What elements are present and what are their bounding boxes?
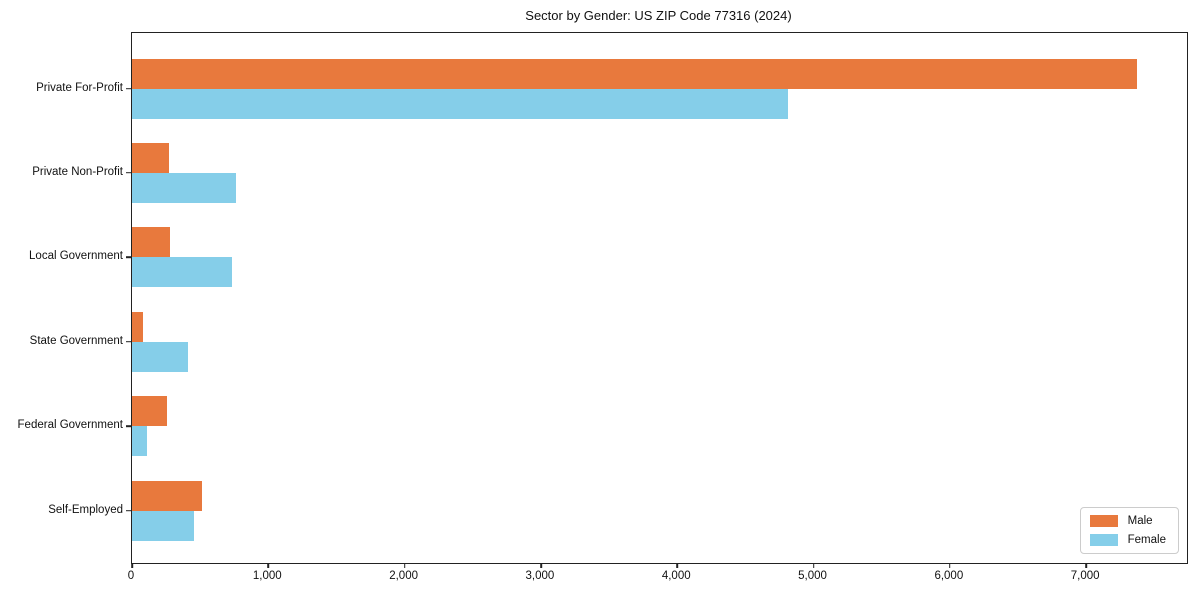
x-tick-label: 5,000 xyxy=(798,570,827,582)
x-tick-label: 3,000 xyxy=(525,570,555,582)
x-tick-label: 7,000 xyxy=(1070,570,1100,582)
plot-area: Male Female xyxy=(126,32,1188,568)
y-tick-mark xyxy=(126,172,131,174)
y-tick-mark xyxy=(126,87,131,90)
x-tick-label: 2,000 xyxy=(389,570,418,582)
bar-female-3 xyxy=(132,257,232,288)
bar-male-5 xyxy=(132,396,168,427)
x-tick-label: 4,000 xyxy=(661,570,691,582)
x-tick-mark xyxy=(267,563,270,568)
bar-male-2 xyxy=(132,142,169,173)
y-tick-label: Self-Employed xyxy=(48,503,123,516)
x-tick-label: 0 xyxy=(127,570,135,582)
y-tick-mark xyxy=(126,340,131,343)
legend-swatch-female xyxy=(1089,534,1118,546)
bar-male-1 xyxy=(132,58,1137,89)
y-tick-label: Federal Government xyxy=(17,419,123,432)
x-tick-mark xyxy=(131,563,133,568)
x-tick-mark xyxy=(676,563,679,568)
y-tick-mark xyxy=(126,425,131,427)
bar-female-4 xyxy=(132,341,188,372)
x-tick-label: 1,000 xyxy=(252,570,282,582)
y-tick-label: Local Government xyxy=(29,250,123,263)
bar-male-3 xyxy=(132,227,171,258)
y-tick-label: State Government xyxy=(29,334,123,347)
bar-female-2 xyxy=(132,172,236,203)
legend-label-male: Male xyxy=(1127,515,1153,527)
y-tick-label: Private For-Profit xyxy=(36,81,123,94)
bar-female-1 xyxy=(132,88,788,119)
legend-item-male: Male xyxy=(1089,515,1166,527)
x-tick-mark xyxy=(403,563,406,568)
legend-label-female: Female xyxy=(1127,534,1166,546)
x-tick-mark xyxy=(812,563,815,568)
x-tick-mark xyxy=(949,563,951,568)
x-tick-mark xyxy=(1085,563,1087,568)
x-tick-label: 6,000 xyxy=(934,570,964,582)
bar-female-5 xyxy=(132,426,147,457)
legend: Male Female xyxy=(1079,507,1179,554)
bar-male-6 xyxy=(132,480,203,511)
chart-title: Sector by Gender: US ZIP Code 77316 (202… xyxy=(525,8,792,23)
legend-item-female: Female xyxy=(1089,534,1166,546)
y-tick-mark xyxy=(126,509,131,512)
bar-male-4 xyxy=(132,311,143,342)
x-tick-mark xyxy=(540,563,542,568)
legend-swatch-male xyxy=(1089,515,1118,527)
y-tick-label: Private Non-Profit xyxy=(32,165,123,178)
bar-female-6 xyxy=(132,510,194,541)
y-tick-mark xyxy=(126,256,131,259)
